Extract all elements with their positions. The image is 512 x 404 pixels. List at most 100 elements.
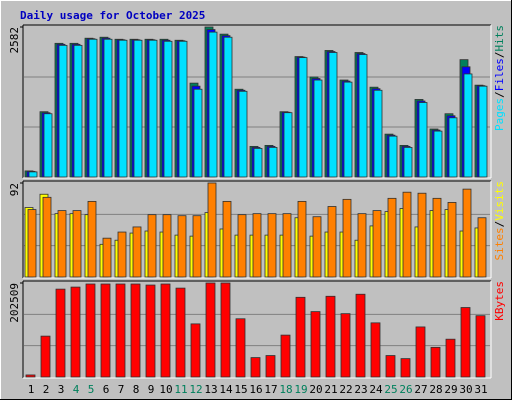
bar [118,39,128,178]
bar [85,283,96,378]
bar [43,113,53,178]
bar [265,355,276,378]
bar [162,214,172,278]
bar [207,182,217,278]
bar [27,209,37,278]
x-tick-label: 22 [339,383,352,396]
x-tick-label: 20 [309,383,322,396]
x-tick-label: 30 [459,383,472,396]
x-tick-label: 18 [279,383,292,396]
bar [403,147,413,178]
bar [73,44,83,178]
bar [282,213,292,278]
bar [193,88,203,178]
bar [430,346,441,378]
chart-title: Daily usage for October 2025 [20,9,205,22]
x-tick-label: 21 [324,383,337,396]
x-tick-label: 6 [103,383,110,396]
bar [147,214,157,278]
bar [432,197,442,278]
legend-entry: Sites [493,227,506,260]
bar [130,283,141,378]
x-tick-label: 14 [219,383,233,396]
bar [475,315,486,378]
bar [340,313,351,378]
bar [163,40,173,178]
bar [160,283,171,378]
x-tick-label: 11 [174,383,187,396]
x-tick-label: 15 [234,383,247,396]
legend: Pages/Files/Hits [493,25,506,131]
bar [370,322,381,378]
bar [463,73,473,178]
bar [327,206,337,278]
bar [178,40,188,178]
bar [235,318,246,378]
bar [418,102,428,178]
bar [102,237,112,278]
legend-entry: Files [493,58,506,91]
bar [145,284,156,378]
y-tick-label: 2582 [8,27,21,54]
legend-entry: Hits [493,25,506,52]
bar [312,216,322,278]
x-tick-label: 17 [264,383,277,396]
bar [477,217,487,278]
bar [433,130,443,178]
bar [205,282,216,378]
bar [177,215,187,278]
bar [385,355,396,378]
x-tick-label: 28 [429,383,442,396]
bar [57,210,67,278]
x-tick-label: 29 [444,383,457,396]
bar [250,357,261,378]
bar [357,213,367,278]
bar [280,334,291,378]
x-tick-label: 26 [399,383,412,396]
x-tick-label: 27 [414,383,427,396]
x-tick-label: 7 [118,383,125,396]
bar [402,191,412,278]
bar [297,200,307,278]
legend: KBytes [493,281,506,321]
x-tick-label: 10 [159,383,172,396]
x-tick-label: 24 [369,383,383,396]
x-tick-label: 4 [73,383,80,396]
legend-entry: Pages [493,98,506,131]
bar [25,374,36,378]
bar [445,338,456,378]
bar [28,171,38,178]
bar [55,288,66,378]
bar [58,44,68,178]
bar [388,135,398,178]
legend-entry: Visits [493,181,506,221]
bar [460,307,471,378]
bar [220,282,231,378]
bar [103,38,113,178]
bar [175,287,186,378]
bar [400,358,411,378]
bar [148,39,158,178]
legend: Sites/Visits [493,181,506,261]
x-tick-label: 13 [204,383,217,396]
x-tick-label: 5 [88,383,95,396]
bar [190,323,201,378]
bar [70,286,81,378]
bar [313,79,323,178]
bar [252,213,262,278]
legend-entry: KBytes [493,281,506,321]
y-tick-label: 202509 [8,283,21,323]
bar [478,85,488,178]
bar [358,54,368,178]
legend-separator: / [493,91,506,98]
x-tick-label: 12 [189,383,202,396]
bar [222,200,232,278]
bar [448,117,458,178]
bar [192,215,202,278]
bar [417,192,427,278]
bar [117,231,127,278]
x-tick-label: 1 [28,383,35,396]
x-tick-label: 16 [249,383,262,396]
bar [298,57,308,178]
bar [268,147,278,178]
